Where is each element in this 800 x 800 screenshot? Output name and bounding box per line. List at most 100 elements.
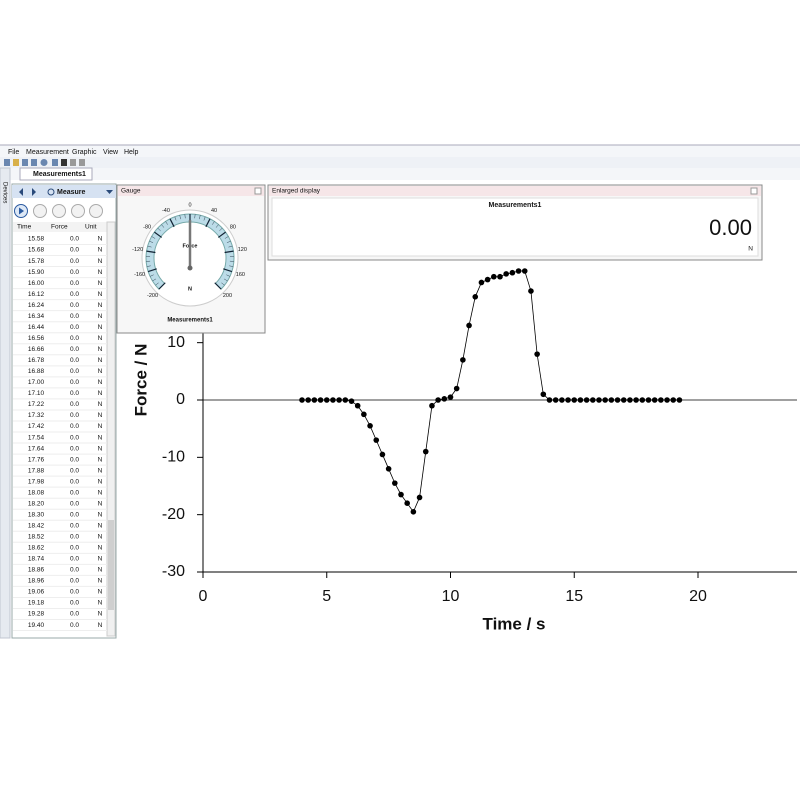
table-cell: 17.10: [28, 390, 45, 397]
table-cell: 18.86: [28, 567, 45, 574]
table-cell: 18.52: [28, 534, 45, 541]
menu-item[interactable]: Graphic: [72, 149, 97, 156]
icon-save[interactable]: [22, 159, 28, 166]
close-button[interactable]: [750, 187, 758, 195]
table-cell: 0.0: [70, 335, 79, 342]
menu-item[interactable]: View: [103, 149, 119, 156]
pause-button[interactable]: [33, 204, 47, 218]
y-tick-label: 0: [176, 391, 185, 408]
icon-copy[interactable]: [52, 159, 58, 166]
menu-item[interactable]: File: [8, 149, 19, 156]
table-cell: N: [98, 567, 103, 574]
table-cell: 0.0: [70, 478, 79, 485]
y-tick-label: -10: [162, 449, 185, 466]
table-cell: 18.42: [28, 522, 45, 529]
gauge-minor-tick: [157, 227, 161, 232]
table-cell: N: [98, 589, 103, 596]
table-cell: 0.0: [70, 489, 79, 496]
icon-help[interactable]: [40, 159, 48, 166]
gauge-minor-tick: [174, 216, 177, 221]
icon-export[interactable]: [70, 159, 76, 166]
close-button[interactable]: [254, 187, 262, 195]
scroll-thumb[interactable]: [108, 520, 114, 610]
column-header: Force: [51, 224, 68, 231]
gauge-minor-tick: [215, 224, 219, 228]
table-cell: N: [98, 335, 103, 342]
table-cell: 0.0: [70, 313, 79, 320]
gauge-tick: [169, 218, 175, 228]
app-window: Measurements1 Devices Measure Time Force U…: [0, 144, 800, 639]
table-cell: 15.68: [28, 247, 45, 254]
gauge-minor-tick: [149, 274, 154, 277]
table-cell: 0.0: [70, 291, 79, 298]
table-cell: 15.58: [28, 236, 45, 243]
table-cell: 0.0: [70, 456, 79, 463]
play-icon: [19, 207, 24, 215]
reset-button[interactable]: [89, 204, 103, 218]
menu-item[interactable]: Measurement: [26, 149, 69, 156]
hand-button[interactable]: [71, 204, 85, 218]
data-point: [602, 397, 608, 403]
table-cell: 0.0: [70, 467, 79, 474]
scrollbar[interactable]: [106, 221, 116, 637]
table-cell: N: [98, 236, 103, 243]
data-point: [614, 397, 621, 403]
table-cell: N: [98, 500, 103, 507]
table-cell: 16.34: [28, 313, 45, 320]
x-tick-label: 5: [322, 588, 331, 605]
icon-table[interactable]: [61, 159, 67, 166]
table-cell: N: [98, 478, 103, 485]
table-cell: 0.0: [70, 423, 79, 430]
x-tick-label: 10: [442, 588, 460, 605]
data-point: [392, 480, 398, 486]
gauge-minor-tick: [228, 245, 233, 248]
tab-label: Measurements1: [33, 171, 86, 178]
table-cell: 16.78: [28, 357, 45, 364]
table-cell: N: [98, 545, 103, 552]
column-header: Time: [17, 224, 32, 231]
icon-print[interactable]: [31, 159, 37, 166]
icon-open[interactable]: [13, 159, 19, 166]
table-cell: 18.62: [28, 545, 45, 552]
stop-button[interactable]: [52, 204, 66, 218]
gauge-name: Measurements1: [167, 318, 213, 324]
display-area: [271, 197, 759, 257]
data-point: [571, 397, 578, 403]
table-cell: 0.0: [70, 379, 79, 386]
y-axis-label: Force / N: [131, 344, 150, 417]
table-cell: 17.42: [28, 423, 45, 430]
gauge-titlebar: [118, 186, 264, 196]
gauge-tick: [217, 231, 226, 238]
table-cell: 17.00: [28, 379, 45, 386]
icon-settings[interactable]: [79, 159, 85, 166]
side-tab[interactable]: [0, 167, 11, 639]
data-point: [583, 397, 590, 403]
display-name: Measurements1: [489, 202, 542, 209]
table-cell: 0.0: [70, 578, 79, 585]
dropdown[interactable]: [106, 190, 113, 194]
table-header: [13, 222, 107, 232]
data-point: [404, 500, 410, 507]
tab[interactable]: [19, 167, 93, 181]
data-point: [379, 451, 386, 458]
column-header: Unit: [85, 224, 97, 231]
display-unit: N: [748, 246, 753, 253]
table-cell: 19.18: [28, 600, 45, 607]
table-cell: 19.06: [28, 589, 45, 596]
data-point: [658, 397, 664, 403]
data-point: [552, 397, 559, 403]
nav-arrows[interactable]: [19, 188, 36, 196]
table-cell: N: [98, 346, 103, 353]
data-point: [348, 398, 355, 404]
menu-bar: File Measurement Graphic View Help: [8, 149, 139, 156]
menu-item[interactable]: Help: [124, 149, 139, 156]
table-cell: N: [98, 401, 103, 408]
y-tick-label: 10: [167, 334, 185, 351]
data-point: [559, 397, 565, 403]
icon-new[interactable]: [4, 159, 10, 166]
data-point: [639, 397, 646, 403]
gauge-minor-tick: [165, 221, 168, 225]
table-cell: 17.54: [28, 434, 45, 441]
table-cell: 18.08: [28, 489, 45, 496]
data-point: [361, 411, 367, 418]
